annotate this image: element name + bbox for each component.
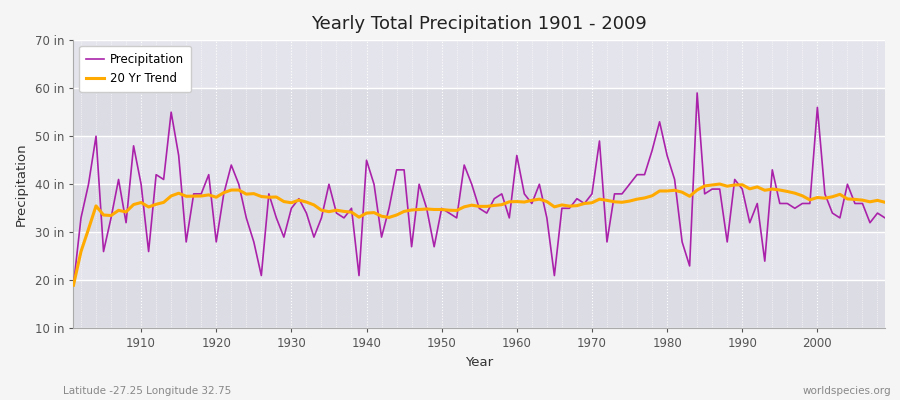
Bar bbox=[74, 40, 885, 88]
Line: 20 Yr Trend: 20 Yr Trend bbox=[74, 184, 885, 285]
Bar bbox=[74, 280, 885, 328]
20 Yr Trend bbox=[338, 209, 349, 214]
Text: Latitude -27.25 Longitude 32.75: Latitude -27.25 Longitude 32.75 bbox=[63, 386, 231, 396]
20 Yr Trend bbox=[68, 283, 79, 288]
20 Yr Trend bbox=[128, 202, 139, 207]
Precipitation bbox=[601, 240, 612, 244]
Y-axis label: Precipitation: Precipitation bbox=[15, 142, 28, 226]
X-axis label: Year: Year bbox=[465, 356, 493, 369]
Precipitation bbox=[504, 216, 515, 220]
20 Yr Trend bbox=[504, 200, 515, 204]
20 Yr Trend bbox=[511, 199, 522, 204]
Title: Yearly Total Precipitation 1901 - 2009: Yearly Total Precipitation 1901 - 2009 bbox=[311, 15, 647, 33]
Precipitation bbox=[692, 90, 703, 95]
20 Yr Trend bbox=[715, 182, 725, 186]
Precipitation bbox=[879, 216, 890, 220]
Precipitation bbox=[293, 196, 304, 201]
Precipitation bbox=[511, 153, 522, 158]
Precipitation bbox=[68, 283, 79, 288]
20 Yr Trend bbox=[601, 198, 612, 203]
Text: worldspecies.org: worldspecies.org bbox=[803, 386, 891, 396]
Bar bbox=[74, 88, 885, 136]
20 Yr Trend bbox=[879, 200, 890, 205]
Bar bbox=[74, 232, 885, 280]
Line: Precipitation: Precipitation bbox=[74, 93, 885, 285]
20 Yr Trend bbox=[293, 198, 304, 202]
Bar bbox=[74, 184, 885, 232]
Legend: Precipitation, 20 Yr Trend: Precipitation, 20 Yr Trend bbox=[79, 46, 192, 92]
Precipitation bbox=[128, 144, 139, 148]
Precipitation bbox=[338, 216, 349, 220]
Bar bbox=[74, 136, 885, 184]
